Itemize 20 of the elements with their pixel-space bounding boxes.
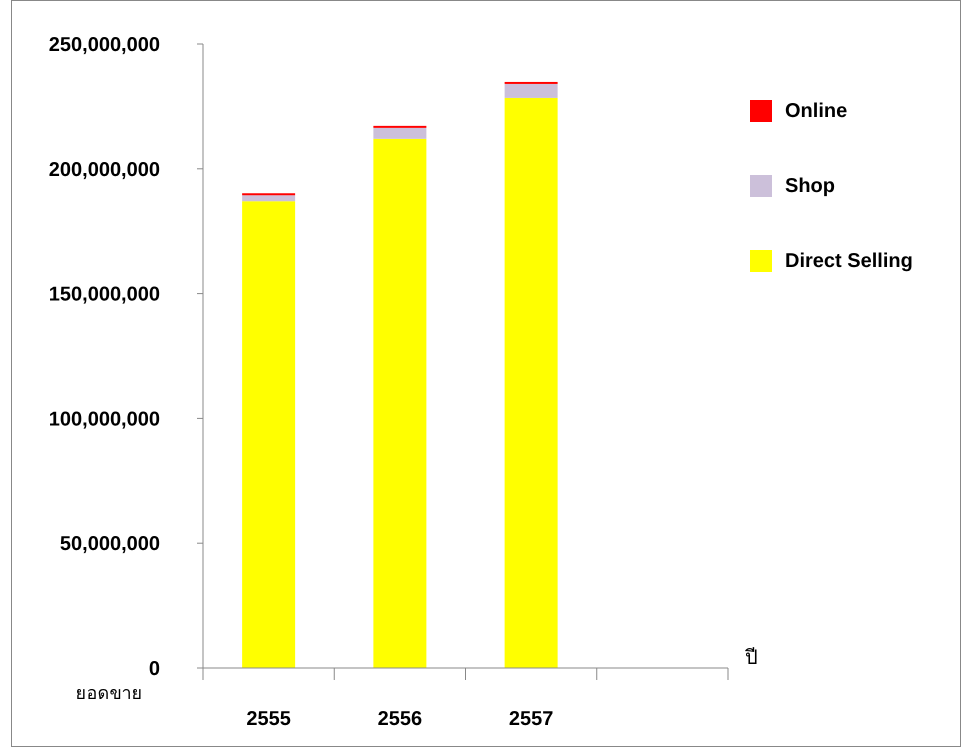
y-tick-label: 150,000,000 bbox=[48, 284, 160, 306]
bar bbox=[242, 201, 296, 668]
x-tick-label: 2557 bbox=[508, 708, 554, 730]
bar bbox=[373, 138, 426, 668]
y-tick-label: 0 bbox=[148, 658, 160, 680]
y-tick-label: 100,000,000 bbox=[48, 408, 160, 430]
y-tick-label: 200,000,000 bbox=[48, 158, 160, 181]
bar bbox=[504, 98, 558, 668]
legend-label: Direct Selling bbox=[785, 250, 913, 272]
x-axis-title: ปี bbox=[745, 647, 758, 669]
legend-label: Shop bbox=[785, 175, 835, 197]
bar bbox=[373, 128, 426, 139]
y-axis-title: ยอดขาย bbox=[76, 683, 142, 703]
x-tick-label: 2555 bbox=[246, 708, 291, 730]
bar bbox=[242, 195, 296, 202]
legend-label: Online bbox=[785, 100, 848, 122]
x-tick-label: 2556 bbox=[378, 708, 422, 730]
bar bbox=[504, 84, 558, 98]
y-tick-label: 50,000,000 bbox=[60, 533, 160, 556]
y-tick-label: 250,000,000 bbox=[48, 34, 160, 56]
